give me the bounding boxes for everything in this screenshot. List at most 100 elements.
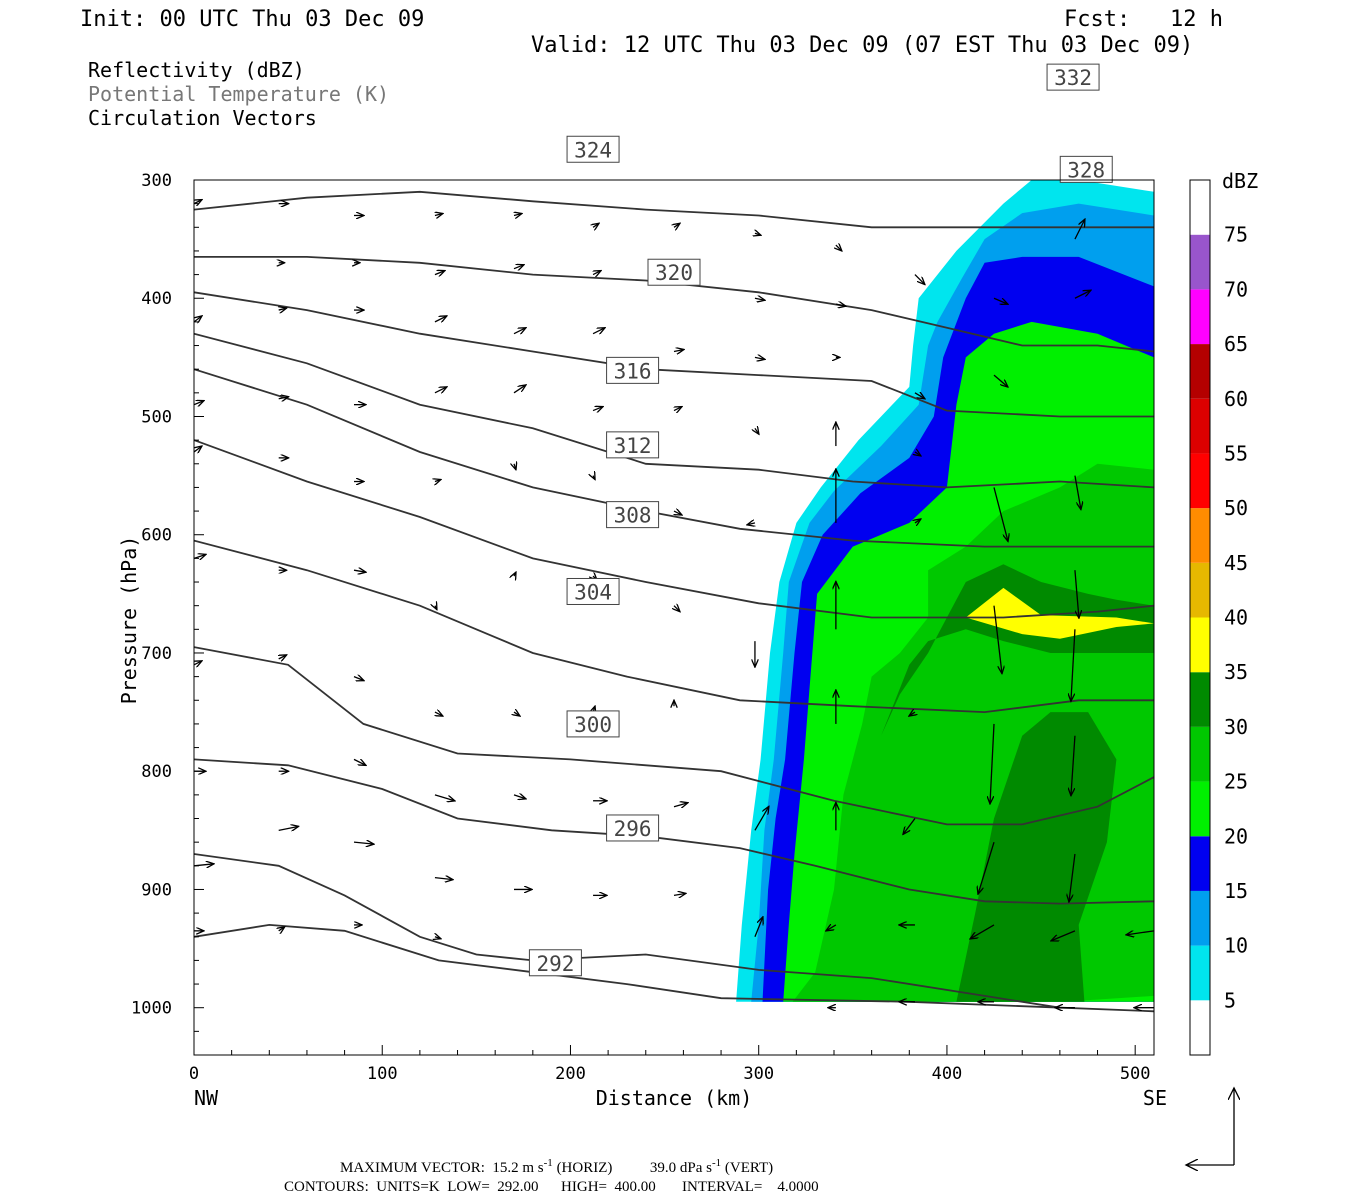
circulation-vector-12 [278, 397, 289, 399]
circulation-vector-68 [754, 357, 765, 359]
circulation-vector-30 [434, 271, 445, 275]
circulation-vector-69 [755, 428, 759, 434]
colorbar: 5 10 15 20 25 30 35 40 45 50 55 60 65 70 75 [1189, 179, 1248, 1056]
y-tick-label-700: 700 [141, 644, 172, 664]
plot-frame [193, 179, 1155, 1056]
circulation-vector-50 [592, 328, 605, 334]
reflectivity-fill-layer [736, 180, 1154, 1002]
colorbar-bin-14 [1190, 234, 1210, 290]
circulation-vector-99 [970, 924, 995, 939]
circulation-vector-108 [1051, 930, 1076, 941]
colorbar-bin-7 [1190, 617, 1210, 673]
y-tick-label-500: 500 [141, 407, 172, 427]
axes: 0 100 200 300 400 500 300 400 500 600 700 800 900 100… [131, 171, 1150, 1084]
theta-label-312: 312 [614, 434, 652, 458]
theta-label-box-300 [566, 710, 620, 738]
circulation-vector-94 [993, 374, 1008, 387]
circulation-vector-72 [754, 806, 769, 831]
circulation-vector-102 [1074, 290, 1091, 299]
colorbar-label-70: 70 [1224, 277, 1248, 301]
circulation-vector-48 [593, 223, 599, 227]
circulation-vector-61 [674, 511, 682, 515]
circulation-vector-74 [836, 245, 842, 251]
circulation-vector-107 [1069, 853, 1076, 902]
circulation-vector-70 [747, 523, 755, 525]
circulation-vector-60 [674, 407, 682, 411]
circulation-vector-6 [194, 401, 204, 405]
circulation-vector-5 [194, 446, 202, 452]
theta-label-300: 300 [574, 713, 612, 737]
theta-label-box-312 [606, 431, 660, 459]
circulation-vector-97 [990, 723, 995, 804]
circulation-vector-57 [674, 223, 680, 227]
circulation-vector-64 [673, 803, 688, 807]
colorbar-bin-10 [1190, 453, 1210, 509]
y-tick-label-900: 900 [141, 880, 172, 900]
reflectivity-region-30dbz-5 [881, 564, 1154, 736]
circulation-vector-37 [434, 878, 453, 880]
theta-label-box-316 [606, 356, 660, 384]
colorbar-bin-15 [1190, 180, 1210, 235]
circulation-vector-15 [279, 655, 287, 659]
x-tick-label-500: 500 [1120, 1064, 1151, 1084]
circulation-vector-35 [435, 712, 443, 716]
circulation-vector-44 [514, 572, 516, 576]
theta-label-316: 316 [614, 359, 652, 383]
circulation-vector-59 [673, 349, 684, 351]
colorbar-label-40: 40 [1224, 606, 1248, 630]
colorbar-label-15: 15 [1224, 879, 1248, 903]
colorbar-label-5: 5 [1224, 988, 1236, 1012]
circulation-vector-87 [915, 519, 921, 523]
circulation-vector-41 [513, 328, 526, 334]
colorbar-bin-13 [1190, 289, 1210, 345]
theta-label-box-328 [1059, 155, 1113, 183]
field-label-vectors: Circulation Vectors [88, 106, 317, 130]
circulation-vector-27 [353, 842, 374, 844]
theta-label-box-324 [566, 135, 620, 163]
circulation-vector-110 [1126, 930, 1154, 935]
colorbar-bin-0 [1190, 1000, 1210, 1055]
colorbar-bin-12 [1190, 344, 1210, 399]
circulation-vector-85 [914, 393, 925, 399]
circulation-vector-75 [835, 304, 846, 306]
theta-label-box-304 [566, 577, 620, 605]
valid-text: Valid: 12 UTC Thu 03 Dec 09 (07 EST Thu … [531, 33, 1193, 58]
colorbar-label-20: 20 [1224, 824, 1248, 848]
colorbar-label-65: 65 [1224, 332, 1248, 356]
colorbar-label-25: 25 [1224, 770, 1248, 794]
theta-label-box-292 [528, 949, 582, 977]
circulation-vector-33 [435, 480, 441, 482]
y-axis-title: Pressure (hPa) [117, 536, 141, 705]
circulation-vector-106 [1071, 735, 1076, 796]
colorbar-title: dBZ [1222, 169, 1258, 193]
colorbar-bin-2 [1190, 890, 1210, 946]
field-label-theta: Potential Temperature (K) [88, 82, 389, 106]
circulation-vector-26 [353, 759, 366, 765]
x-tick-label-100: 100 [367, 1064, 398, 1084]
circulation-vector-49 [593, 271, 601, 275]
circulation-vector-3 [194, 661, 202, 665]
theta-label-320: 320 [655, 261, 693, 285]
circulation-vector-101 [1074, 219, 1085, 240]
x-end-label-left: NW [194, 1086, 219, 1110]
circulation-vector-34 [435, 606, 437, 610]
max-vector-text: MAXIMUM VECTOR: 15.2 m s-1 (HORIZ) 39.0 … [340, 1157, 773, 1176]
theta-label-328: 328 [1067, 158, 1105, 182]
colorbar-bin-8 [1190, 562, 1210, 618]
x-tick-label-300: 300 [743, 1064, 774, 1084]
circulation-vector-95 [993, 487, 1008, 541]
colorbar-bin-4 [1190, 781, 1210, 837]
colorbar-bin-6 [1190, 672, 1210, 727]
circulation-vector-39 [514, 213, 522, 215]
circulation-vector-17 [278, 826, 299, 830]
y-tick-label-800: 800 [141, 762, 172, 782]
contours-text: CONTOURS: UNITS=K LOW= 292.00 HIGH= 400.… [284, 1179, 819, 1195]
circulation-vector-24 [353, 570, 366, 572]
theta-label-324: 324 [574, 138, 612, 162]
circulation-vector-96 [993, 605, 1002, 674]
circulation-vector-93 [993, 297, 1008, 304]
y-tick-label-1000: 1000 [131, 999, 172, 1019]
y-tick-label-600: 600 [141, 526, 172, 546]
circulation-vector-86 [915, 452, 921, 456]
colorbar-label-35: 35 [1224, 660, 1248, 684]
